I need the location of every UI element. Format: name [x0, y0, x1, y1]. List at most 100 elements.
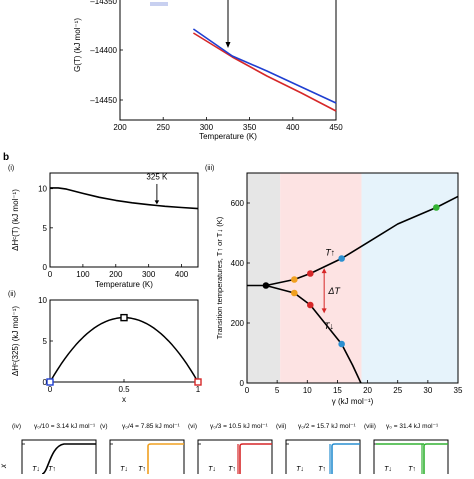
b-iii-delta-arrow-head-down	[321, 308, 327, 314]
a-xtick-label: 450	[329, 123, 343, 132]
bottom-panel-iv-t-down: T↓	[32, 466, 40, 473]
b-i-xlabel: Temperature (K)	[95, 280, 153, 289]
bottom-panel-vii-t-down: T↓	[296, 466, 304, 473]
bottom-panel-iv-curve	[41, 443, 96, 475]
b-i-ylabel: ΔHᶜ(T) (kJ mol⁻¹)	[11, 189, 20, 251]
b-i-annotation-arrow-head	[154, 200, 160, 205]
b-i-xtick-label: 200	[109, 270, 123, 279]
a-legend-ghost	[150, 2, 168, 6]
b-iii-ytick-label: 600	[231, 199, 245, 208]
bottom-panel-vi-t-down: T↓	[208, 466, 216, 473]
b-i-ytick-label: 10	[38, 185, 47, 194]
panel-label-iii: (iii)	[205, 165, 214, 172]
bottom-panel-viii-label: (viii)	[364, 423, 376, 430]
bottom-panel-vi-frame	[197, 439, 273, 479]
panel-label-b: b	[3, 152, 9, 163]
bottom-panel-vii-t-up: T↑	[318, 466, 326, 473]
b-iii-xtick-label: 30	[423, 386, 432, 395]
b-ii-marker-red	[194, 378, 202, 386]
a-xlabel: Temperature (K)	[199, 132, 257, 141]
b-ii-ytick-label: 10	[38, 296, 47, 305]
b-ii-ylabel: ΔHᶜ(325) (kJ mol⁻¹)	[11, 306, 20, 377]
b-iii-series-t-down-line	[265, 284, 362, 384]
b-iii-xtick-label: 5	[275, 386, 280, 395]
bottom-panel-v-title: γ₀/4 = 7.85 kJ mol⁻¹	[122, 423, 180, 430]
b-i-axes-frame	[49, 172, 199, 268]
a-annotation-arrow-head	[225, 42, 231, 48]
b-i-xtick-label: 100	[76, 270, 90, 279]
b-iii-marker-cyan	[338, 255, 345, 262]
bottom-panel-viii-title: γ₀ = 31.4 kJ mol⁻¹	[386, 423, 439, 430]
bottom-panel-vii-curve-up	[331, 443, 360, 474]
b-i-xtick-label: 300	[142, 270, 156, 279]
b-ii-xlabel: x	[122, 395, 126, 404]
b-ii-xtick-label: 0.5	[118, 385, 130, 394]
b-i-annotation-label: 325 K	[146, 172, 168, 181]
bottom-panel-vii-label: (vii)	[276, 423, 286, 430]
bottom-panel-viii-frame	[373, 439, 449, 479]
b-iii-region-shade_gray	[247, 173, 281, 383]
b-ii-ytick-label: 0	[43, 378, 48, 387]
b-iii-xtick-label: 20	[363, 386, 372, 395]
panel-label-i: (i)	[8, 165, 14, 172]
a-xtick-label: 300	[200, 123, 214, 132]
b-ii-xtick-label: 0	[48, 385, 53, 394]
b-iii-ytick-label: 200	[231, 319, 245, 328]
bottom-panel-vii-title: γ₀/2 = 15.7 kJ mol⁻¹	[298, 423, 356, 430]
bottom-panel-vi-t-up: T↑	[228, 466, 236, 473]
b-iii-label-delta: ΔT	[327, 286, 341, 296]
b-iii-marker-orange	[291, 276, 298, 283]
a-series-red-line	[192, 32, 337, 112]
bottom-panel-iv-label: (iv)	[12, 423, 21, 430]
b-iii-ytick-label: 400	[231, 259, 245, 268]
b-iii-marker-cyan	[338, 340, 345, 348]
bottom-panel-v-frame	[109, 439, 185, 479]
b-iii-xtick-label: 15	[333, 386, 342, 395]
b-i-ytick-label: 5	[43, 224, 48, 233]
b-iii-axes-frame	[246, 172, 459, 384]
a-ytick-label-top: –14350	[90, 0, 117, 6]
bottom-panel-iv-title: γ₀/10 = 3.14 kJ mol⁻¹	[34, 423, 96, 430]
b-iii-xtick-label: 10	[303, 386, 312, 395]
b-ii-ytick-label: 5	[43, 337, 48, 346]
b-i-ytick-label: 0	[43, 263, 48, 272]
a-xtick-label: 350	[243, 123, 257, 132]
b-iii-marker-black	[262, 282, 270, 289]
b-iii-marker-red	[307, 301, 314, 309]
bottom-panel-v-curve-up	[147, 443, 184, 474]
b-iii-marker-orange	[291, 289, 298, 297]
b-iii-ytick-label: 0	[240, 379, 245, 388]
b-i-xtick-label: 0	[48, 270, 53, 279]
bottom-panel-vi-label: (vi)	[188, 423, 197, 430]
bottom-panel-viii-t-down: T↓	[384, 466, 392, 473]
bottom-panel-vii-frame	[285, 439, 361, 479]
a-ylabel: G(T) (kJ mol⁻¹)	[73, 18, 82, 72]
a-ytick-label: –14400	[90, 46, 117, 55]
b-ii-marker-black	[120, 313, 128, 322]
b-ii-marker-blue	[46, 378, 54, 386]
a-xtick-label: 200	[113, 123, 127, 132]
b-ii-series-line	[49, 316, 199, 383]
bottom-panel-vi-curve-up	[239, 443, 272, 474]
b-iii-xtick-label: 25	[393, 386, 402, 395]
b-iii-delta-arrow-head-up	[321, 268, 327, 274]
b-ii-xtick-label: 1	[196, 385, 201, 394]
bottom-panel-viii-curve-up	[423, 443, 448, 474]
bottom-panel-v-label: (v)	[100, 423, 108, 430]
b-i-xtick-label: 400	[175, 270, 189, 279]
b-iii-label-t-up: T↑	[325, 248, 335, 258]
bottom-panel-v-t-down: T↓	[120, 466, 128, 473]
bottom-panel-vi-title: γ₀/3 = 10.5 kJ mol⁻¹	[210, 423, 268, 430]
bottom-panel-viii-t-up: T↑	[408, 466, 416, 473]
panel-label-ii: (ii)	[8, 291, 16, 298]
bottom-ylabel: x	[0, 463, 8, 469]
b-iii-xtick-label: 35	[454, 386, 463, 395]
a-xtick-label: 400	[286, 123, 300, 132]
b-iii-marker-green	[432, 204, 440, 211]
bottom-panel-iv-t-up: T↑	[48, 466, 56, 473]
b-iii-xlabel: γ (kJ mol⁻¹)	[332, 397, 374, 406]
bottom-panel-iv-frame	[21, 439, 97, 479]
b-iii-xtick-label: 0	[245, 386, 250, 395]
